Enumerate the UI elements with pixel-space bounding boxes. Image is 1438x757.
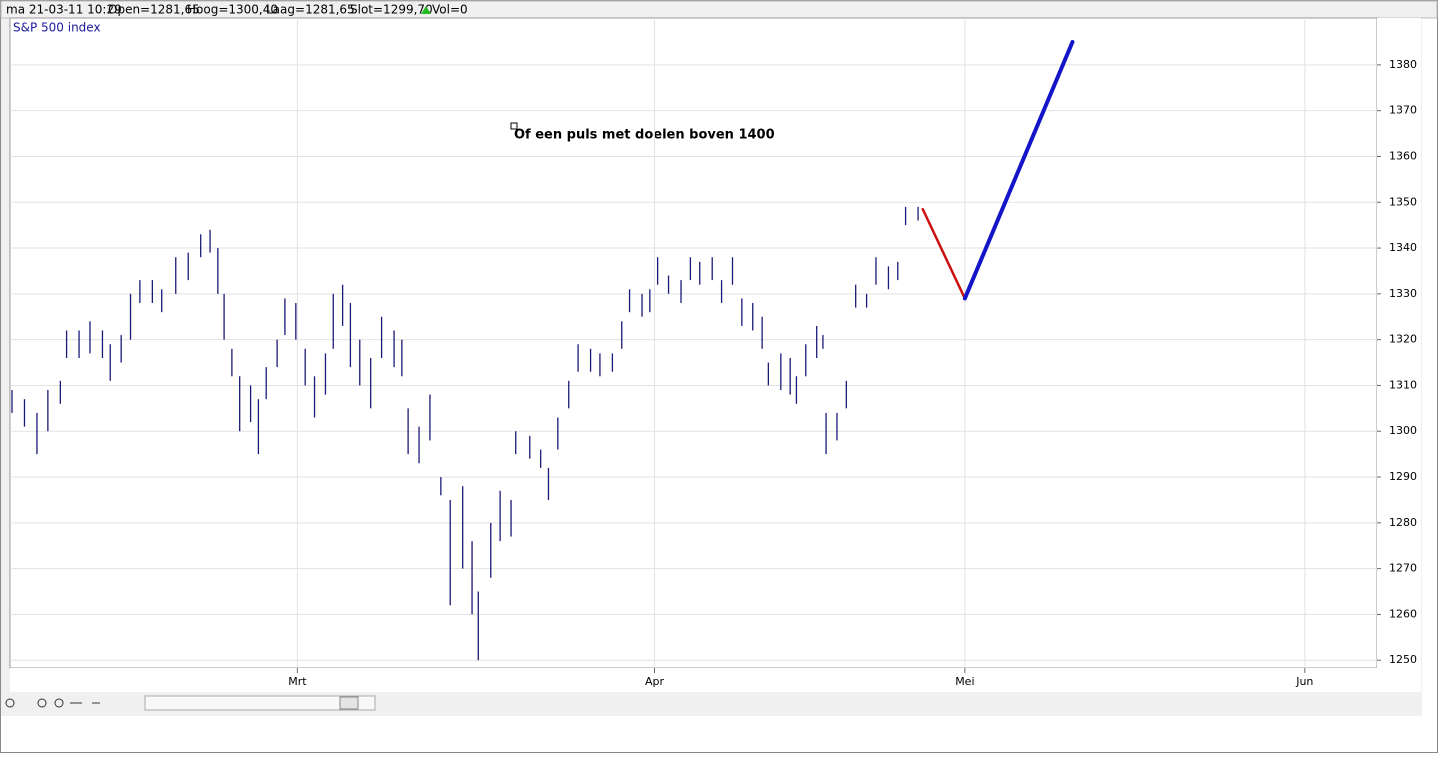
y-tick-label: 1380 (1389, 58, 1417, 71)
projection-line (962, 39, 1075, 301)
projection-line (921, 207, 967, 300)
x-axis-area (10, 668, 1421, 692)
header-open: Open=1281,65 (108, 3, 200, 17)
y-tick-label: 1360 (1389, 149, 1417, 162)
plot-area (9, 17, 1378, 669)
y-tick-label: 1300 (1389, 424, 1417, 437)
zoom-icon[interactable] (5, 698, 15, 708)
scrollbar[interactable] (144, 695, 376, 711)
y-tick-label: 1350 (1389, 195, 1417, 208)
header-high: Hoog=1300,40 (187, 3, 278, 17)
y-tick-label: 1270 (1389, 562, 1417, 575)
x-tick-label: Jun (1295, 675, 1313, 688)
scroll-thumb[interactable] (339, 696, 359, 710)
x-tick-label: Mrt (288, 675, 307, 688)
annotation: Of een puls met doelen boven 1400 (514, 128, 775, 143)
header-close: Slot=1299,70 (350, 3, 433, 17)
header-volume: Vol=0 (432, 3, 468, 17)
zoom-in-icon[interactable] (37, 698, 47, 708)
grid: 1250 1260 1270 1280 1290 1300 1310 1320 1330 1340… (10, 18, 1417, 688)
y-tick-label: 1310 (1389, 378, 1417, 391)
y-tick-label: 1250 (1389, 653, 1417, 666)
marks (11, 39, 1075, 661)
y-tick-label: 1280 (1389, 516, 1417, 529)
annotation-handle (510, 122, 518, 130)
x-tick-label: Mei (955, 675, 974, 688)
y-tick-label: 1370 (1389, 104, 1417, 117)
y-tick-label: 1330 (1389, 287, 1417, 300)
chart-title: S&P 500 index (13, 21, 101, 35)
y-tick-label: 1290 (1389, 470, 1417, 483)
toolbar (5, 695, 376, 711)
y-tick-label: 1340 (1389, 241, 1417, 254)
x-tick-label: Apr (645, 675, 665, 688)
y-tick-label: 1260 (1389, 607, 1417, 620)
zoom-out-icon[interactable] (54, 698, 64, 708)
y-axis-area (1377, 18, 1421, 668)
header-date: ma 21-03-11 10:29 (6, 3, 122, 17)
header-low: Laag=1281,65 (266, 3, 355, 17)
volume-arrow (421, 6, 431, 14)
y-tick-label: 1320 (1389, 333, 1417, 346)
